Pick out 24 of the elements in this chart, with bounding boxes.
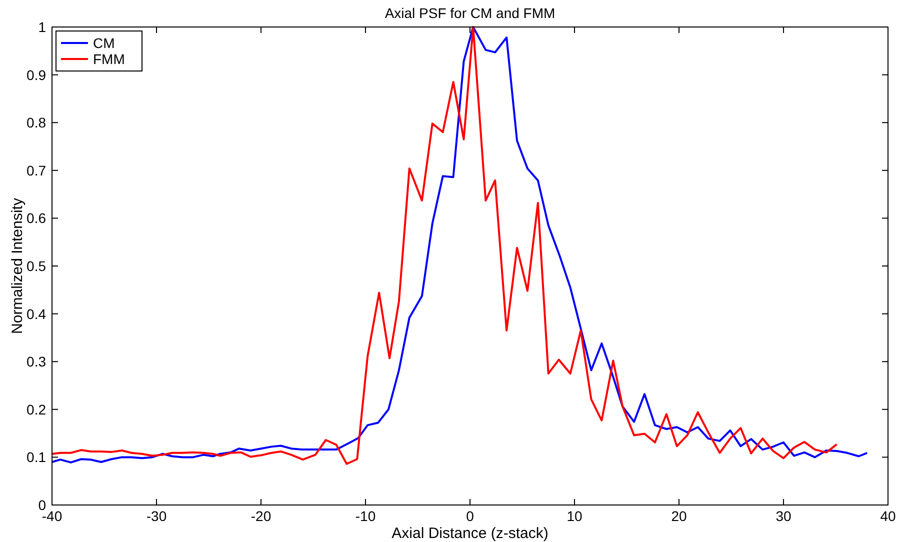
y-tick-label: 0.7 [26, 162, 46, 178]
y-tick-label: 1 [38, 19, 46, 35]
x-axis-title: Axial Distance (z-stack) [392, 525, 548, 542]
legend-label: CM [93, 35, 115, 51]
y-tick-label: 0.3 [26, 354, 46, 370]
x-tick-label: -10 [355, 508, 376, 524]
chart-title: Axial PSF for CM and FMM [384, 5, 556, 21]
y-tick-label: 0.2 [26, 401, 46, 418]
x-tick-label: -30 [146, 508, 167, 524]
x-tick-label: 30 [776, 508, 792, 524]
y-axis-title: Normalized Intensity [9, 198, 26, 334]
y-tick-label: 0.9 [26, 66, 46, 83]
y-tick-label: 0.5 [26, 258, 46, 274]
y-tick-label: 0.6 [26, 210, 46, 226]
y-tick-label: 0 [38, 497, 46, 513]
x-tick-label: -20 [250, 508, 272, 524]
x-tick-label: 0 [466, 508, 474, 524]
x-tick-label: 20 [671, 508, 687, 524]
x-tick-label: 40 [880, 508, 896, 524]
y-tick-label: 0.4 [26, 306, 46, 322]
x-tick-label: 10 [566, 508, 582, 524]
y-tick-label: 0.8 [26, 114, 46, 131]
y-tick-label: 0.1 [26, 449, 46, 466]
legend-label: FMM [93, 51, 125, 67]
